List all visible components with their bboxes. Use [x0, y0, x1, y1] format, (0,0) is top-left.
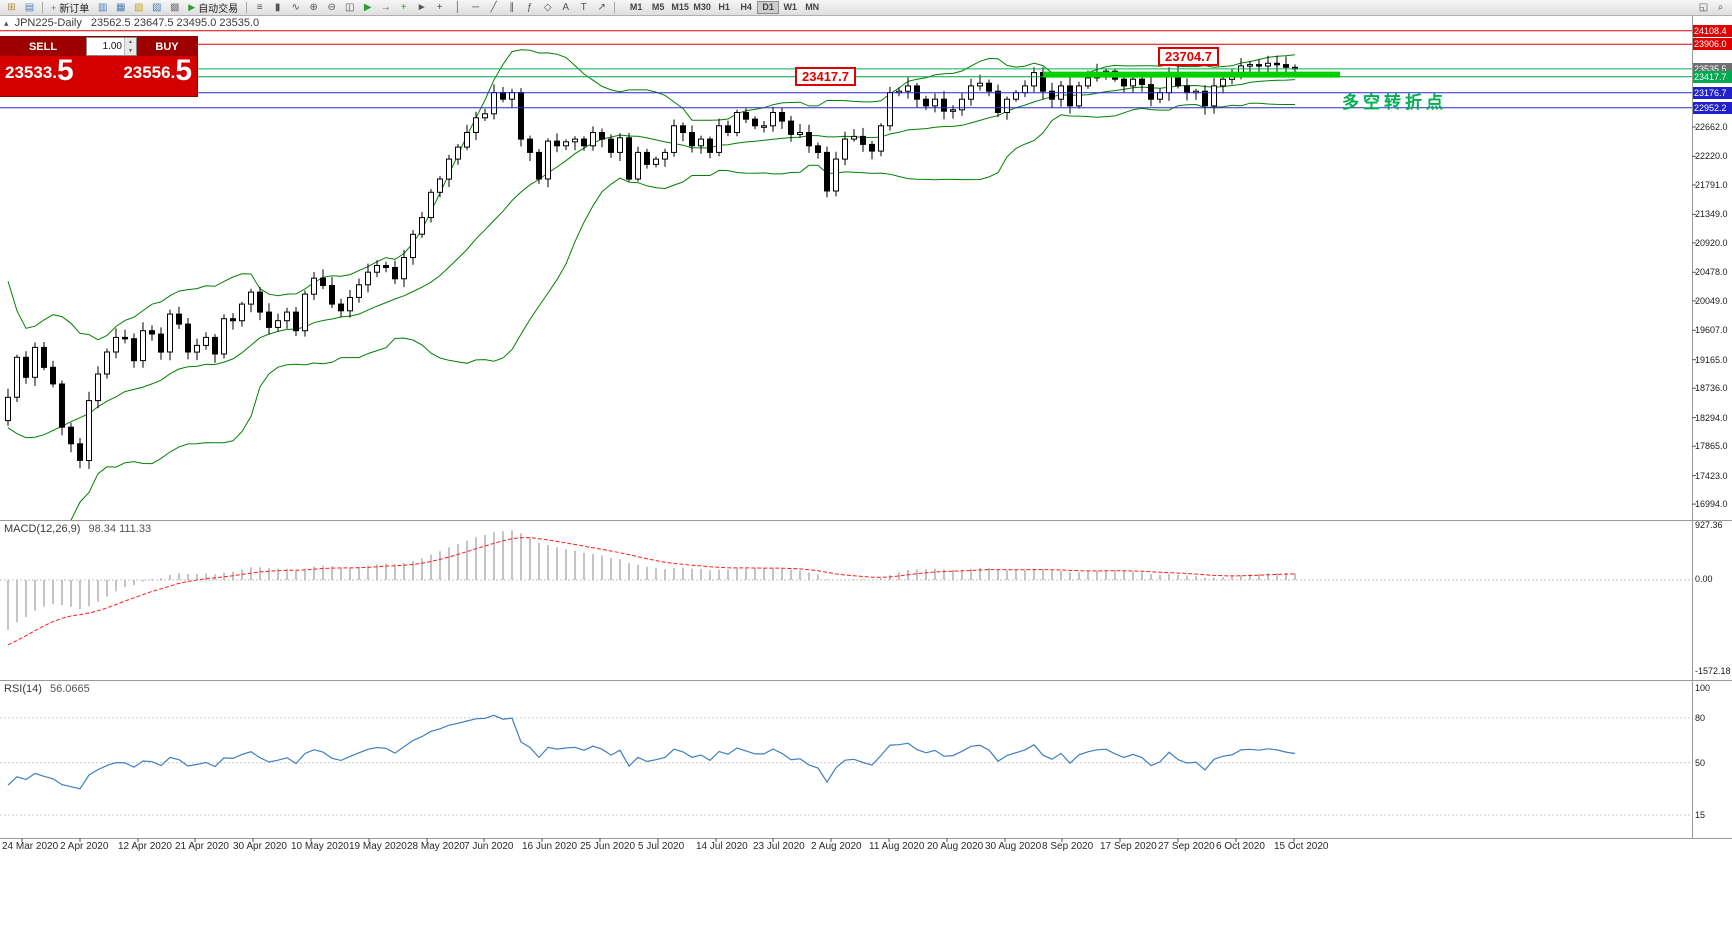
- navigator-icon[interactable]: ▧: [134, 1, 144, 13]
- macd-name: MACD(12,26,9): [4, 523, 81, 535]
- macd-indicator-label: MACD(12,26,9) 98.34 111.33: [4, 523, 151, 535]
- timeframe-w1[interactable]: W1: [783, 2, 797, 12]
- indicators-icon[interactable]: +: [400, 1, 407, 13]
- timeframe-m15[interactable]: M15: [671, 2, 689, 12]
- volume-field[interactable]: 1.00 ▲ ▼: [86, 37, 137, 56]
- zoom-out-icon[interactable]: ⊖: [327, 1, 336, 13]
- strategy-tester-icon[interactable]: ▩: [170, 1, 180, 13]
- sell-price[interactable]: 23533. 5: [5, 54, 74, 87]
- toolbar: ⊞ ▤ + 新订单 ▥ ▦ ▧ ▨ ▩ ▶ 自动交易 ≡ ▮ ∿ ⊕ ⊖ ◫ ▶ → + ► + │ ─ ╱ ∥ ƒ ◇ A…: [0, 0, 1732, 16]
- buy-price[interactable]: 23556. 5: [123, 54, 192, 87]
- trade-panel-top-row: SELL 1.00 ▲ ▼ BUY: [0, 37, 197, 56]
- rsi-name: RSI(14): [4, 683, 42, 695]
- line-chart-icon[interactable]: ∿: [291, 1, 300, 13]
- cursor-icon[interactable]: ►: [416, 1, 427, 13]
- rsi-layer: [0, 714, 1692, 816]
- chart-shift-icon[interactable]: →: [380, 1, 391, 13]
- sell-price-small: 23533.: [5, 63, 57, 82]
- text-icon[interactable]: T: [580, 1, 587, 13]
- one-click-trade-panel: SELL 1.00 ▲ ▼ BUY 23533. 5 23556. 5: [0, 37, 197, 96]
- symbol-period-title: JPN225-Daily: [14, 17, 82, 29]
- new-order-icon: +: [51, 2, 57, 13]
- toolbar-separator: [246, 2, 248, 13]
- trendline-icon[interactable]: ╱: [490, 1, 497, 13]
- one-click-toggle-icon[interactable]: ▴: [4, 18, 9, 28]
- bars-chart-icon[interactable]: ≡: [256, 1, 263, 13]
- macd-values: 98.34 111.33: [88, 523, 152, 535]
- auto-scroll-icon[interactable]: ▶: [363, 1, 372, 13]
- profiles-icon[interactable]: ▤: [24, 1, 35, 13]
- toolbar-separator: [614, 2, 616, 13]
- buy-price-big-digit: 5: [175, 54, 192, 87]
- timeframe-strip: M1 M5 M15 M30 H1 H4 D1 W1 MN: [625, 1, 823, 14]
- search-icon[interactable]: ⌕: [1717, 1, 1724, 13]
- sell-price-big-digit: 5: [57, 54, 74, 87]
- timeframe-m5[interactable]: M5: [651, 2, 665, 12]
- volume-up-icon[interactable]: ▲: [125, 38, 136, 47]
- buy-button[interactable]: BUY: [137, 37, 197, 56]
- timeframe-m30[interactable]: M30: [693, 2, 711, 12]
- new-order-button[interactable]: + 新订单: [47, 1, 93, 16]
- candlestick-chart-icon[interactable]: ▮: [274, 1, 281, 13]
- shapes-icon[interactable]: ◇: [543, 1, 552, 13]
- new-chart-icon[interactable]: ⊞: [7, 1, 16, 13]
- level-lines-layer: [0, 30, 1692, 109]
- sell-button[interactable]: SELL: [0, 37, 86, 56]
- support-price-annotation[interactable]: 23417.7: [795, 67, 856, 86]
- ohlc-readout: 23562.5 23647.5 23495.0 23535.0: [90, 17, 260, 29]
- toolbar-group-windows: ⊞ ▤: [3, 1, 38, 14]
- toolbar-group-tools: ≡ ▮ ∿ ⊕ ⊖ ◫ ▶ → + ► + │ ─ ╱ ∥ ƒ ◇ A T ↗: [251, 1, 610, 14]
- volume-stepper: ▲ ▼: [124, 38, 136, 55]
- channel-icon[interactable]: ∥: [509, 1, 515, 13]
- crosshair-icon[interactable]: +: [436, 1, 443, 13]
- macd-layer: [0, 530, 1692, 646]
- timeframe-d1[interactable]: D1: [757, 1, 780, 14]
- autotrading-label: 自动交易: [198, 4, 239, 15]
- buy-price-small: 23556.: [123, 63, 176, 82]
- candles-layer: [5, 55, 1298, 469]
- timeframe-h4[interactable]: H4: [740, 2, 752, 12]
- fibonacci-icon[interactable]: ƒ: [526, 1, 533, 13]
- timeframe-m1[interactable]: M1: [629, 2, 643, 12]
- toolbar-group-panels: ▥ ▦ ▧ ▨ ▩: [94, 1, 183, 14]
- text-label-icon[interactable]: A: [562, 1, 570, 13]
- toolbar-separator: [42, 2, 43, 13]
- chart-title: ▴ JPN225-Daily 23562.5 23647.5 23495.0 2…: [4, 17, 259, 29]
- docking-icon[interactable]: ◱: [1698, 1, 1709, 13]
- zoom-in-icon[interactable]: ⊕: [309, 1, 318, 13]
- horizontal-line-icon[interactable]: ─: [472, 1, 480, 13]
- terminal-icon[interactable]: ▨: [152, 1, 162, 13]
- autotrading-play-icon: ▶: [188, 2, 196, 12]
- timeframe-h1[interactable]: H1: [718, 2, 730, 12]
- trade-panel-prices: 23533. 5 23556. 5: [0, 54, 197, 87]
- bollinger-bands-layer: [7, 49, 1296, 520]
- toolbar-group-right: ◱ ⌕: [1695, 1, 1729, 14]
- timeframe-mn[interactable]: MN: [805, 2, 820, 12]
- rsi-value: 56.0665: [49, 683, 90, 695]
- market-watch-icon[interactable]: ▥: [98, 1, 108, 13]
- volume-value[interactable]: 1.00: [102, 41, 122, 52]
- turning-point-note[interactable]: 多空转折点: [1342, 93, 1447, 112]
- rsi-indicator-label: RSI(14) 56.0665: [4, 683, 90, 695]
- vertical-line-icon[interactable]: │: [454, 1, 461, 13]
- arrows-icon[interactable]: ↗: [597, 1, 606, 13]
- tile-windows-icon[interactable]: ◫: [344, 1, 355, 13]
- frame-layer: [0, 15, 1732, 842]
- volume-down-icon[interactable]: ▼: [125, 46, 136, 55]
- data-window-icon[interactable]: ▦: [116, 1, 126, 13]
- autotrading-button[interactable]: ▶ 自动交易: [184, 1, 242, 15]
- new-order-label: 新订单: [59, 4, 90, 15]
- resistance-price-annotation[interactable]: 23704.7: [1158, 47, 1219, 66]
